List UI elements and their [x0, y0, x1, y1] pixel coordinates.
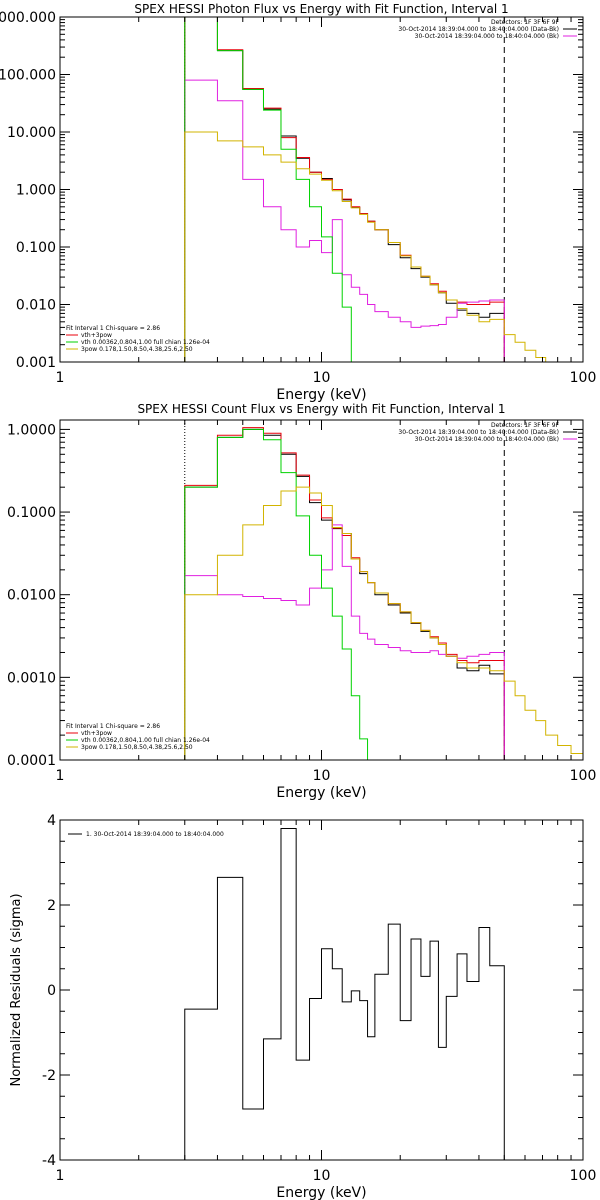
x-axis-label: Energy (keV)	[276, 387, 366, 403]
x-tick-label: 100	[570, 1168, 597, 1184]
y-tick-label: 1.000	[16, 183, 56, 199]
legend-entry: vth 0.00362,0.804,1.00 full chian 1.26e-…	[81, 339, 210, 346]
series-line-3	[184, 524, 505, 760]
series-line-2	[184, 427, 505, 760]
chart-panel-1: 1 10 100 0.001 0.010 0.100 1.000 10.000 100.000 1…	[0, 2, 596, 403]
series-group	[184, 17, 559, 362]
y-axis-label: Normalized Residuals (sigma)	[9, 893, 24, 1086]
legend-entry: 3pow 0.178,1.50,8.50,4.38,25.6,2.50	[81, 346, 193, 353]
y-tick-label: 1000.000	[0, 10, 56, 26]
y-tick-label: 0.010	[16, 298, 56, 314]
x-tick-label: 10	[313, 768, 331, 784]
legend-entry: 30-Oct-2014 18:39:04.000 to 18:40:04.000…	[415, 436, 559, 443]
x-tick-label: 1	[56, 370, 65, 386]
chart-panel-3: 1 10 100 -4 -2 0 2 4 Energy (keV) Normalized Resi…	[9, 813, 596, 1200]
legend-entry: 1. 30-Oct-2014 18:39:04.000 to 18:40:04.…	[86, 831, 224, 838]
series-line-1	[184, 17, 505, 362]
series-line-4	[184, 17, 361, 362]
x-tick-label: 1	[56, 1168, 65, 1184]
series-group	[184, 427, 583, 760]
series-group	[184, 828, 505, 1160]
x-tick-label: 10	[313, 370, 331, 386]
legend-entry: vth+3pow	[81, 730, 112, 737]
legend-entry: 30-Oct-2014 18:39:04.000 to 18:40:04.000…	[398, 26, 559, 33]
y-tick-label: 10.000	[7, 125, 56, 141]
legend-entry: 3pow 0.178,1.50,8.50,4.38,25.6,2.50	[81, 744, 193, 751]
y-tick-label: 1.0000	[7, 422, 56, 438]
series-line-1	[184, 428, 505, 760]
y-tick-label: 0.0010	[7, 670, 56, 686]
y-tick-label: 0.100	[16, 240, 56, 256]
series-line-2	[184, 17, 505, 362]
y-tick-label: -4	[42, 1153, 56, 1169]
y-tick-label: 100.000	[0, 68, 56, 84]
x-axis-label: Energy (keV)	[276, 785, 366, 801]
legend-entry: Detectors: 1F 3F 6F 9F	[491, 422, 560, 429]
legend-entry: 30-Oct-2014 18:39:04.000 to 18:40:04.000…	[415, 33, 559, 40]
legend-entry: vth 0.00362,0.804,1.00 full chian 1.26e-…	[81, 737, 210, 744]
series-line-1	[184, 828, 505, 1160]
y-tick-label: 2	[47, 898, 56, 914]
y-tick-label: 0.001	[16, 355, 56, 371]
chart-title: SPEX HESSI Photon Flux vs Energy with Fi…	[134, 2, 508, 16]
x-tick-label: 10	[313, 1168, 331, 1184]
x-tick-label: 100	[570, 370, 597, 386]
legend-entry: Fit Interval 1 Chi-square = 2.86	[66, 723, 160, 730]
y-tick-label: 4	[47, 813, 56, 829]
series-line-5	[184, 486, 583, 760]
legend-entry: 30-Oct-2014 18:39:04.000 to 18:40:04.000…	[398, 429, 559, 436]
x-tick-label: 1	[56, 768, 65, 784]
y-tick-label: 0.0001	[7, 753, 56, 769]
chart-title: SPEX HESSI Count Flux vs Energy with Fit…	[137, 402, 505, 416]
y-tick-label: 0.1000	[7, 505, 56, 521]
chart-panel-2: 1 10 100 0.0001 0.0010 0.0100 0.1000 1.0000 SPEX…	[7, 402, 596, 801]
legend-entry: Fit Interval 1 Chi-square = 2.86	[66, 325, 160, 332]
y-tick-label: -2	[42, 1068, 56, 1084]
legend-entry: vth+3pow	[81, 332, 112, 339]
y-tick-label: 0	[47, 983, 56, 999]
series-line-5	[184, 131, 559, 362]
legend-entry: Detectors: 1F 3F 6F 9F	[491, 19, 560, 26]
x-axis-label: Energy (keV)	[276, 1185, 366, 1200]
series-line-3	[184, 79, 505, 362]
series-line-4	[184, 428, 369, 760]
x-tick-label: 100	[570, 768, 597, 784]
y-tick-label: 0.0100	[7, 588, 56, 604]
